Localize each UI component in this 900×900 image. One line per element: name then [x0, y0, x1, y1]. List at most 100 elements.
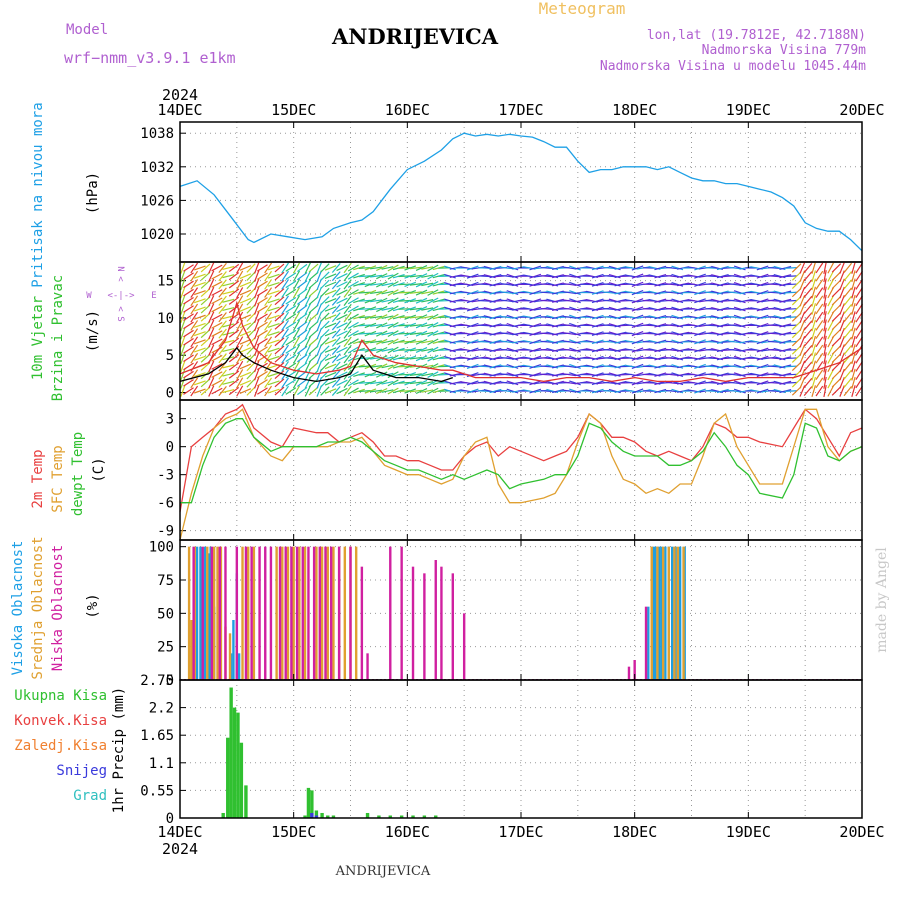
wind-arrow [631, 363, 644, 370]
wind-arrow [569, 290, 581, 296]
wind-arrow [208, 344, 215, 356]
wind-arrow [285, 305, 297, 313]
wind-arrow [285, 370, 297, 379]
wind-arrow [671, 331, 684, 336]
wind-arrow [415, 289, 428, 296]
wind-arrow [409, 389, 422, 393]
wind-arrow [665, 299, 678, 303]
time-label-top: 14DEC [157, 101, 202, 119]
wind-arrow [370, 381, 383, 385]
wind-arrow [823, 294, 827, 307]
wind-arrow [823, 335, 827, 348]
bar [400, 546, 403, 680]
wind-arrow [421, 381, 434, 385]
wind-arrow [254, 270, 260, 282]
wind-arrow [316, 352, 323, 365]
wind-arrow [304, 262, 312, 274]
wind-arrow [370, 365, 383, 368]
wind-arrow [331, 279, 341, 290]
wind-arrow [292, 385, 301, 397]
wind-unit: (m/s) [85, 310, 101, 352]
wind-arrow [756, 298, 769, 304]
bar [210, 546, 214, 680]
wind-arrow [529, 290, 542, 296]
wind-arrow [274, 279, 285, 289]
y-tick-label: 5 [166, 348, 174, 364]
wind-arrow [803, 295, 813, 306]
wind-arrow [815, 344, 824, 356]
wind-arrow [364, 306, 377, 312]
wind-arrow [444, 380, 456, 386]
wind-arrow [331, 312, 341, 323]
wind-arrow [839, 344, 845, 356]
wind-arrow [563, 323, 576, 327]
wind-arrow [364, 388, 377, 394]
wind-arrow [815, 352, 824, 364]
wind-arrow [756, 347, 769, 353]
wind-arrow [831, 271, 842, 281]
wind-arrow [316, 278, 323, 291]
wind-arrow [767, 275, 780, 278]
wind-arrow [409, 348, 422, 352]
wind-arrow [200, 312, 211, 322]
bar [306, 787, 311, 818]
wind-arrow [320, 279, 330, 290]
wind-arrow [236, 344, 244, 356]
wind-arrow [851, 278, 856, 291]
wind-arrow [603, 332, 616, 335]
wind-arrow [671, 282, 684, 287]
wind-arrow [336, 363, 348, 370]
wind-arrow [218, 344, 227, 356]
wind-arrow [194, 265, 206, 271]
wind-arrow [733, 265, 746, 271]
bar [241, 546, 244, 680]
wind-arrow [239, 330, 252, 337]
wind-arrow [444, 265, 456, 271]
wind-arrow [671, 273, 684, 279]
wind-arrow [285, 387, 297, 395]
wind-arrow [851, 270, 856, 283]
wind-arrow [569, 380, 581, 386]
wind-arrow [236, 262, 244, 274]
wind-arrow [728, 266, 741, 270]
wind-arrow [478, 275, 491, 278]
y-tick-label: 1038 [140, 126, 174, 142]
wind-arrow [364, 289, 377, 296]
wind-arrow [398, 324, 411, 327]
wind-arrow [444, 290, 456, 295]
wind-arrow [381, 348, 394, 352]
wind-arrow [343, 303, 352, 315]
wind-arrow [387, 313, 399, 321]
wind-arrow [811, 360, 817, 373]
wind-arrow [784, 275, 797, 278]
wind-arrow [404, 289, 417, 296]
wind-arrow [799, 344, 806, 356]
wind-arrow [444, 298, 456, 304]
wind-arrow [728, 332, 741, 335]
wind-arrow [466, 388, 479, 394]
wind-arrow [694, 339, 706, 345]
wind-arrow [466, 273, 479, 279]
wind-arrow [281, 361, 289, 372]
wind-arrow [304, 336, 312, 348]
wind-arrow [376, 330, 388, 337]
wind-arrow [409, 373, 422, 376]
y-tick-label: -9 [157, 524, 174, 540]
wind-arrow [500, 381, 513, 385]
wind-arrow [304, 303, 312, 315]
bar [258, 546, 261, 680]
credit-watermark: made by Angel [874, 547, 890, 653]
wind-arrow [444, 323, 456, 328]
wind-arrow [364, 265, 377, 271]
wind-arrow [246, 287, 256, 298]
wind-arrow [381, 381, 394, 385]
y-tick-label: 50 [157, 606, 174, 622]
wind-arrow [257, 305, 268, 313]
wind-arrow [222, 380, 235, 385]
wind-arrow [839, 368, 845, 381]
wind-arrow [815, 311, 824, 323]
wind-arrow [803, 262, 813, 273]
wind-arrow [281, 279, 289, 290]
wind-arrow [705, 365, 718, 368]
wind-arrow [409, 356, 422, 360]
